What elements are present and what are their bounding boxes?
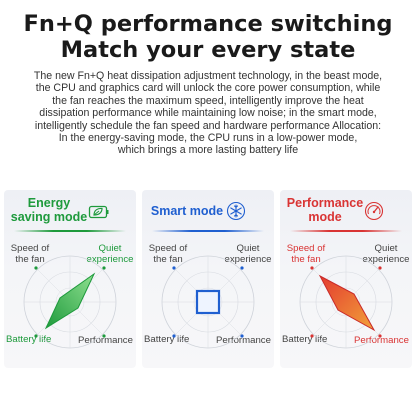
energy-title-line-2: saving mode [10,210,88,224]
speed-of-fan-label: Speed of the fan [282,243,330,265]
performance-radar-chart [299,255,393,349]
description-line: the CPU and graphics card will unlock th… [35,82,381,95]
performance-label: Performance [216,335,271,346]
label-line: experience [224,254,272,265]
description-line: The new Fn+Q heat dissipation adjustment… [33,70,383,82]
description-line: the fan reaches the maximum speed, intel… [52,94,364,107]
performance-mode-card: Performance mode Speed of the fan Quiet … [280,190,412,368]
performance-label: Performance [78,335,133,346]
description-line: intelligently schedule the fan speed and… [34,119,382,132]
speed-of-fan-label: Speed of the fan [144,243,192,265]
label-line: Speed of [286,243,326,254]
performance-title-line-1: Performance [286,196,364,210]
leaf-battery-icon [88,205,109,219]
battery-life-label: Battery life [144,334,190,345]
description-line: In the energy-saving mode, the CPU runs … [58,132,358,145]
description-line: which brings a more lasting battery life [117,144,299,157]
energy-saving-mode-card: Energy saving mode Speed of the fan Quie… [4,190,136,368]
snowflake-icon [226,201,246,221]
quiet-experience-label: Quiet experience [84,243,136,265]
description-line: dissipation performance while maintainin… [39,107,377,120]
quiet-experience-label: Quiet experience [360,243,412,265]
energy-title-underline [14,230,126,232]
quiet-experience-label: Quiet experience [222,243,274,265]
description-paragraph: The new Fn+Q heat dissipation adjustment… [8,70,408,157]
performance-mode-title: Performance mode [282,196,368,224]
headline-line-2: Match your every state [60,37,356,63]
performance-label: Performance [354,335,409,346]
headline-line-1: Fn+Q performance switching [23,11,393,37]
label-line: the fan [15,254,45,265]
energy-title-line-1: Energy [27,196,71,210]
battery-life-label: Battery life [282,334,328,345]
energy-mode-title: Energy saving mode [6,196,92,224]
label-line: the fan [291,254,321,265]
smart-mode-card: Smart mode Speed of the fan Quiet experi… [142,190,274,368]
label-line: Speed of [10,243,50,254]
label-line: Quiet [374,243,398,254]
smart-title-underline [152,230,264,232]
smart-mode-title: Smart mode [150,204,224,218]
label-line: Quiet [98,243,122,254]
battery-life-label: Battery life [6,334,52,345]
performance-title-underline [290,230,402,232]
speed-of-fan-label: Speed of the fan [6,243,54,265]
label-line: the fan [153,254,183,265]
label-line: experience [362,254,410,265]
smart-radar-chart [161,255,255,349]
performance-title-line-2: mode [308,210,342,224]
label-line: experience [86,254,134,265]
label-line: Speed of [148,243,188,254]
energy-radar-chart [23,255,117,349]
speedometer-icon [364,201,384,221]
label-line: Quiet [236,243,260,254]
